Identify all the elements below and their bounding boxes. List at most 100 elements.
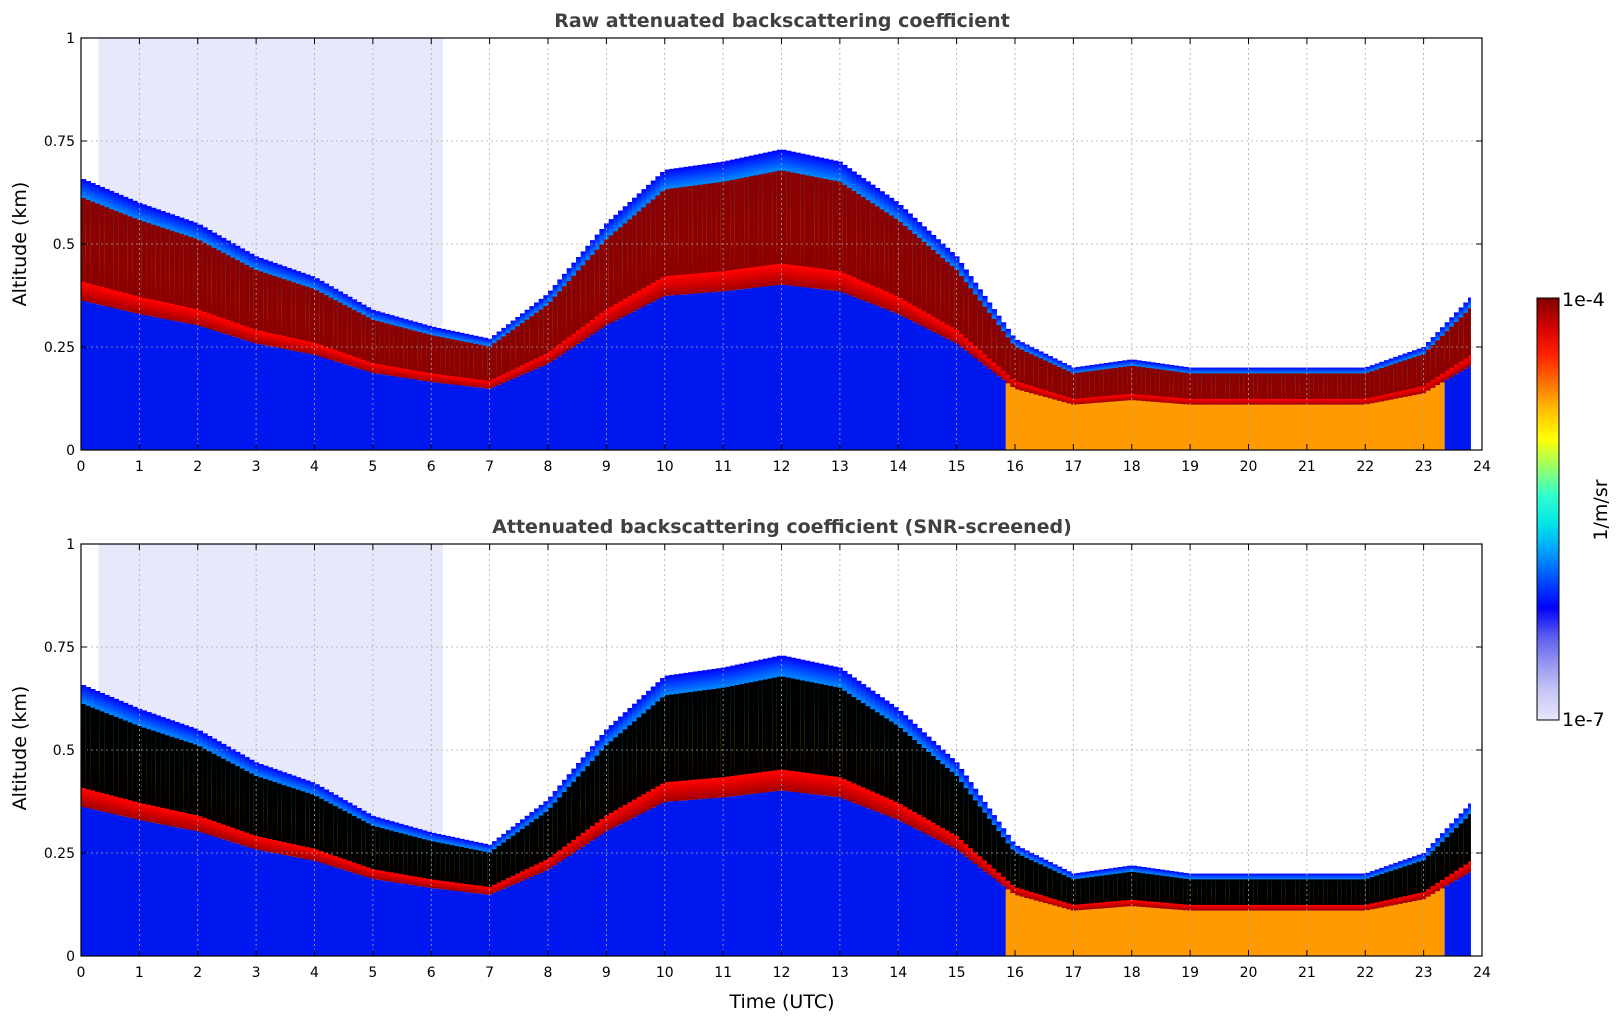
- cloud-column-core: [1117, 873, 1124, 901]
- cloud-column-base: [1234, 910, 1240, 956]
- cloud-column-core: [842, 690, 848, 780]
- cloud-column-base: [533, 874, 540, 956]
- cloud-column-core: [1061, 875, 1067, 903]
- cloud-column-base: [898, 315, 904, 450]
- cloud-column-core: [132, 724, 138, 802]
- y-tick-label: 0.25: [44, 340, 75, 356]
- cloud-column-core: [1453, 828, 1460, 871]
- cloud-column-core: [146, 729, 152, 805]
- cloud-column-core: [692, 185, 699, 274]
- cloud-column-base: [1430, 387, 1436, 450]
- cloud-column-base: [1229, 404, 1236, 450]
- cloud-column-base: [1043, 397, 1049, 450]
- cloud-column-core: [356, 312, 362, 359]
- cloud-column-base: [1383, 906, 1390, 956]
- cloud-column-base: [160, 824, 166, 956]
- cloud-column-core: [342, 811, 348, 860]
- cloud-column-core: [608, 741, 614, 813]
- cloud-column-base: [113, 814, 119, 956]
- x-tick-label: 5: [368, 459, 377, 475]
- x-tick-label: 7: [485, 965, 494, 981]
- cloud-column-core: [706, 689, 713, 779]
- cloud-column-core: [916, 744, 923, 815]
- cloud-column-base: [1052, 399, 1058, 450]
- cloud-column-core: [753, 681, 759, 773]
- cloud-column-core: [1323, 879, 1329, 905]
- cloud-column-core: [786, 171, 792, 265]
- cloud-column-base: [473, 387, 479, 450]
- cloud-column-core: [1281, 879, 1287, 905]
- cloud-column-core: [902, 732, 909, 807]
- cloud-column-base: [557, 862, 563, 956]
- cloud-column-base: [1197, 404, 1203, 450]
- cloud-column-core: [1155, 369, 1161, 397]
- cloud-column-base: [211, 836, 218, 956]
- cloud-column-core: [1365, 372, 1371, 399]
- cloud-column-core: [697, 690, 703, 780]
- cloud-column-core: [921, 748, 927, 818]
- cloud-column-core: [370, 825, 376, 870]
- cloud-column-base: [141, 314, 147, 450]
- cloud-column-core: [1379, 368, 1385, 396]
- cloud-column-core: [641, 713, 647, 795]
- cloud-column-base: [1449, 883, 1455, 956]
- cloud-column-base: [1439, 382, 1446, 450]
- cloud-column-core: [239, 262, 246, 326]
- colorbar-unit-label: 1/m/sr: [1590, 479, 1612, 540]
- cloud-column-base: [977, 867, 983, 956]
- cloud-column-core: [1141, 873, 1147, 901]
- x-tick-label: 21: [1298, 459, 1316, 475]
- cloud-column-base: [1285, 404, 1292, 450]
- cloud-column-base: [1341, 404, 1348, 450]
- cloud-column-base: [529, 876, 535, 956]
- cloud-column-base: [739, 289, 745, 450]
- cloud-column-base: [146, 821, 152, 956]
- cloud-column-core: [1145, 367, 1152, 396]
- cloud-column-base: [1215, 404, 1222, 450]
- cloud-column-base: [468, 892, 474, 956]
- cloud-column-core: [907, 230, 913, 304]
- cloud-column-core: [1425, 855, 1432, 890]
- cloud-column-core: [1029, 860, 1035, 893]
- colorbar-min-label: 1e-7: [1562, 709, 1605, 731]
- cloud-column-base: [748, 288, 755, 450]
- cloud-column-base: [1108, 907, 1114, 956]
- cloud-column-core: [342, 305, 348, 354]
- cloud-column-base: [123, 310, 129, 450]
- cloud-column-core: [809, 176, 815, 268]
- cloud-column-core: [1239, 373, 1245, 399]
- cloud-column-core: [1327, 373, 1334, 399]
- cloud-column-core: [986, 312, 993, 359]
- cloud-column-base: [1379, 401, 1385, 450]
- cloud-column-base: [552, 865, 558, 956]
- cloud-column-core: [95, 203, 101, 286]
- cloud-column-core: [1435, 340, 1441, 377]
- x-tick-label: 11: [714, 459, 732, 475]
- cloud-column-core: [501, 842, 507, 881]
- x-tick-label: 20: [1240, 459, 1258, 475]
- cloud-column-base: [295, 351, 302, 450]
- x-tick-label: 4: [310, 965, 319, 981]
- cloud-column-base: [1229, 910, 1236, 956]
- cloud-column-core: [431, 841, 437, 880]
- cloud-column-core: [141, 727, 147, 804]
- x-tick-label: 24: [1473, 965, 1491, 981]
- cloud-column-core: [239, 768, 246, 832]
- cloud-column-core: [972, 800, 979, 853]
- x-tick-label: 3: [252, 459, 261, 475]
- cloud-column-core: [814, 177, 820, 269]
- cloud-column-core: [1239, 879, 1245, 905]
- cloud-column-core: [758, 174, 764, 267]
- cloud-column-core: [930, 249, 937, 317]
- cloud-column-core: [1337, 879, 1343, 905]
- cloud-column-base: [286, 855, 292, 956]
- cloud-column-base: [1360, 910, 1366, 956]
- cloud-column-base: [814, 794, 820, 956]
- cloud-column-base: [1337, 404, 1343, 450]
- cloud-column-base: [496, 384, 502, 450]
- cloud-column-base: [604, 325, 610, 450]
- x-tick-label: 13: [831, 965, 849, 981]
- cloud-column-core: [795, 173, 801, 266]
- cloud-column-base: [496, 890, 502, 956]
